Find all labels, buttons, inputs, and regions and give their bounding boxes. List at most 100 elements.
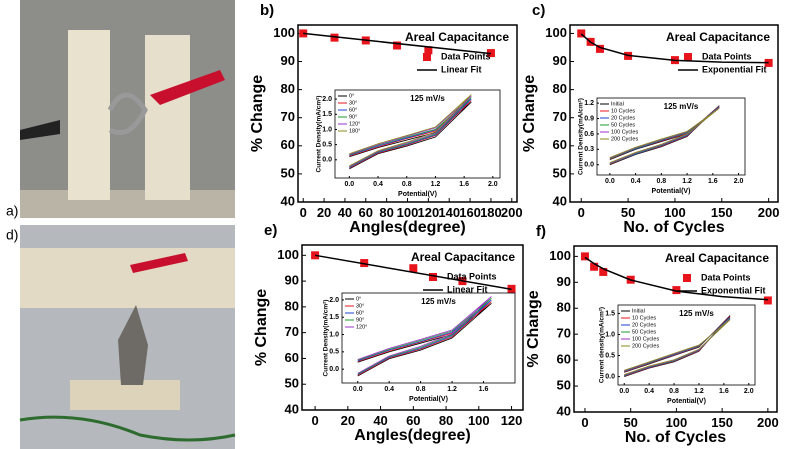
inset-legend-label: 30° (356, 303, 364, 309)
x-axis-label: Angles(degree) (349, 219, 465, 236)
cv-curve (349, 98, 472, 169)
x-tick-label: 0.0 (605, 178, 615, 185)
x-tick-label: 50 (623, 415, 637, 430)
y-tick-label: 90 (285, 273, 299, 288)
cv-curve (357, 296, 492, 374)
panel-label: e) (264, 222, 277, 239)
x-tick-label: 60 (406, 413, 420, 428)
y-tick-label: 70 (281, 109, 295, 124)
y-tick-label: 0.6 (584, 131, 594, 138)
x-axis-label: No. of Cycles (625, 429, 726, 446)
y-tick-label: 0.0 (322, 157, 332, 164)
photo-clamp (68, 30, 110, 200)
x-tick-label: 1.6 (719, 388, 729, 395)
y-tick-label: 0.5 (322, 141, 332, 148)
x-tick-label: 0 (578, 205, 585, 220)
data-point (393, 41, 402, 50)
y-tick-label: 90 (281, 53, 295, 68)
x-tick-label: 1.2 (431, 181, 441, 188)
cv-curve (609, 107, 720, 164)
cv-curve (357, 299, 492, 376)
data-point (599, 267, 608, 276)
y-tick-label: 60 (557, 352, 571, 367)
cv-curve (609, 106, 720, 165)
inset-legend-label: 10 Cycles (611, 108, 635, 114)
cv-curve (609, 105, 720, 166)
y-axis-label: Current Density(mA/cm²) (323, 300, 330, 377)
x-tick-label: 0.8 (416, 386, 426, 393)
legend-marker (684, 53, 692, 61)
x-tick-label: 120 (501, 413, 523, 428)
x-tick-label: 0.4 (373, 181, 383, 188)
inset-legend-label: 50 Cycles (632, 329, 656, 335)
x-axis-label: Potential(V) (667, 398, 706, 405)
x-tick-label: 200 (501, 205, 523, 220)
x-tick-label: 0.4 (644, 388, 654, 395)
photo-a: a) (6, 0, 235, 219)
y-axis-label: % Change (249, 75, 266, 152)
y-tick-label: 0.3 (584, 146, 594, 153)
x-tick-label: 160 (459, 205, 481, 220)
photo-clip (150, 70, 225, 105)
annotation: Areal Capacitance (665, 251, 769, 265)
x-tick-label: 80 (379, 205, 393, 220)
x-tick-label: 0 (311, 413, 318, 428)
x-tick-label: 180 (480, 205, 502, 220)
y-tick-label: 80 (281, 81, 295, 96)
photo-electrode (118, 305, 148, 385)
legend-marker (429, 273, 437, 281)
photo-clip (130, 253, 188, 273)
inset-annotation: 125 mV/s (421, 297, 456, 306)
y-tick-label: 1.5 (329, 314, 339, 321)
x-tick-label: 1.2 (447, 386, 457, 393)
x-tick-label: 0.8 (402, 181, 412, 188)
panel-label: d) (6, 227, 18, 243)
annotation: Areal Capacitance (666, 30, 770, 44)
x-tick-label: 0.0 (619, 388, 629, 395)
y-tick-label: 0.0 (605, 373, 615, 380)
inset-legend-label: 100 Cycles (611, 129, 638, 135)
y-tick-label: 60 (281, 137, 295, 152)
x-tick-label: 40 (338, 205, 352, 220)
y-tick-label: 40 (557, 403, 571, 418)
y-tick-label: 80 (553, 81, 567, 96)
y-tick-label: 0.0 (584, 162, 594, 169)
x-tick-label: 200 (757, 415, 779, 430)
inset-annotation: 125 mV/s (664, 102, 699, 111)
y-tick-label: 50 (557, 378, 571, 393)
y-tick-label: 60 (553, 137, 567, 152)
inset-legend-label: 30° (349, 100, 357, 106)
x-axis-label: Angles(degree) (354, 427, 470, 444)
y-tick-label: 50 (281, 165, 295, 180)
inset-legend-label: 200 Cycles (632, 343, 659, 349)
data-point (764, 58, 773, 67)
cv-curve (357, 303, 492, 377)
legend-label: Data Points (447, 271, 497, 281)
x-tick-label: 1.6 (708, 178, 718, 185)
data-point (424, 46, 433, 55)
data-point (595, 44, 604, 53)
y-axis-label: % Change (521, 75, 538, 152)
inset-legend-label: 20 Cycles (611, 115, 635, 121)
plot-frame (569, 24, 779, 203)
y-tick-label: 1.0 (322, 126, 332, 133)
x-tick-label: 1.6 (459, 181, 469, 188)
cv-curve (349, 101, 472, 170)
plot-frame (301, 244, 524, 411)
fit-line (584, 256, 768, 301)
x-tick-label: 0 (581, 415, 588, 430)
annotation: Areal Capacitance (411, 250, 515, 264)
y-tick-label: 0.9 (584, 115, 594, 122)
y-tick-label: 100 (277, 247, 299, 262)
inset-legend-label: 10 Cycles (632, 315, 656, 321)
x-axis-label: Potential(V) (409, 396, 448, 403)
x-tick-label: 60 (359, 205, 373, 220)
inset-legend-label: 60° (356, 310, 364, 316)
inset-legend-label: 100 Cycles (632, 336, 659, 342)
legend-label: Exponential Fit (702, 64, 767, 74)
y-tick-label: 0.5 (329, 349, 339, 356)
y-tick-label: 1.0 (605, 331, 615, 338)
y-tick-label: 1.0 (329, 331, 339, 338)
data-point (580, 252, 589, 261)
y-tick-label: 70 (553, 109, 567, 124)
